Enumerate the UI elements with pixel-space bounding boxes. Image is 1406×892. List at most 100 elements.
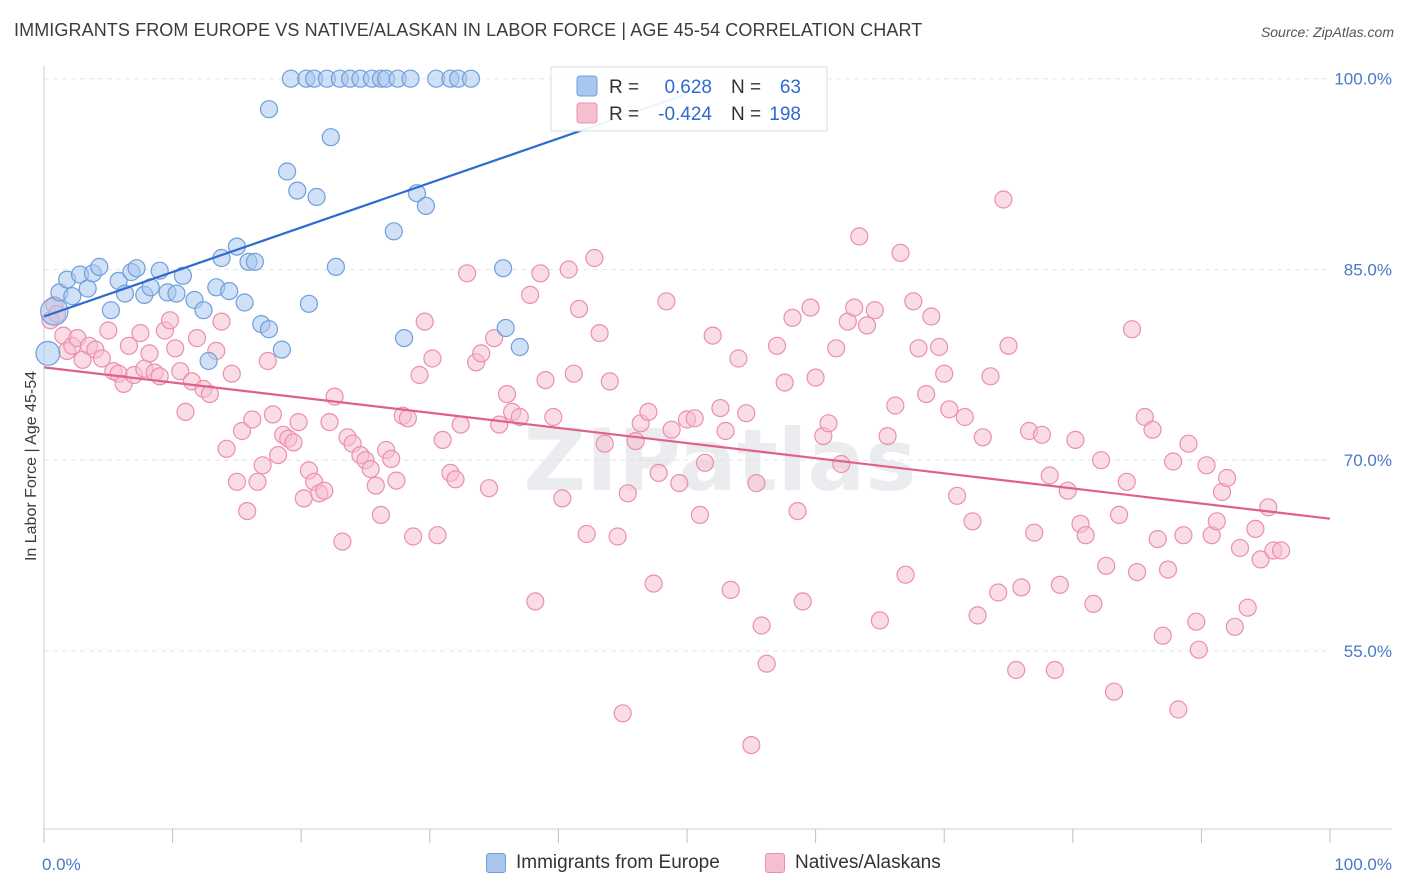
- natives-point-128: [788, 502, 807, 521]
- natives-point-193: [1197, 456, 1216, 475]
- legend-swatch-blue: [486, 853, 506, 873]
- natives-point-134: [827, 339, 846, 358]
- natives-point-65: [387, 471, 406, 490]
- legend-n-label-1: N =: [731, 104, 761, 125]
- chart-title: IMMIGRANTS FROM EUROPE VS NATIVE/ALASKAN…: [14, 20, 923, 40]
- natives-point-197: [1217, 468, 1237, 488]
- natives-point-127: [783, 308, 802, 327]
- natives-point-17: [131, 324, 150, 343]
- legend-item-natives: Natives/Alaskans: [765, 852, 941, 874]
- natives-point-144: [891, 243, 910, 262]
- natives-point-98: [595, 434, 614, 453]
- y-axis-title: In Labor Force | Age 45-54: [23, 371, 40, 561]
- natives-point-77: [458, 264, 477, 283]
- legend-swatch-pink: [576, 102, 598, 124]
- y-tick-label-0: 55.0%: [1344, 642, 1392, 661]
- natives-point-25: [171, 362, 190, 381]
- natives-point-28: [187, 329, 207, 348]
- natives-point-82: [490, 415, 509, 434]
- natives-point-117: [716, 421, 735, 441]
- immigrants-point-9: [101, 301, 121, 320]
- bottom-legend: Immigrants from Europe Natives/Alaskans: [0, 852, 1406, 880]
- immigrants-point-62: [510, 337, 529, 357]
- natives-point-189: [1174, 526, 1193, 545]
- natives-point-199: [1230, 538, 1250, 558]
- natives-point-60: [361, 460, 380, 479]
- natives-point-198: [1225, 617, 1244, 636]
- x-tick-label-1: 100.0%: [1334, 855, 1392, 874]
- legend-swatch-blue: [576, 75, 598, 97]
- natives-point-145: [896, 565, 915, 584]
- legend-n-label-0: N =: [731, 77, 761, 98]
- natives-point-70: [415, 312, 434, 331]
- natives-point-68: [404, 527, 423, 546]
- natives-point-200: [1238, 598, 1257, 617]
- immigrants-point-22: [199, 351, 218, 371]
- legend-r-value-0: 0.628: [664, 77, 712, 98]
- immigrants-point-40: [307, 187, 326, 207]
- natives-point-179: [1117, 472, 1136, 491]
- natives-point-118: [721, 580, 740, 600]
- natives-point-69: [410, 365, 429, 385]
- natives-point-87: [526, 592, 545, 611]
- natives-point-19: [140, 344, 159, 363]
- natives-point-180: [1122, 320, 1142, 339]
- natives-point-62: [371, 505, 390, 525]
- chart-source: Source: ZipAtlas.com: [1260, 24, 1394, 40]
- x-tick-label-0: 0.0%: [42, 855, 81, 874]
- immigrants-point-36: [288, 181, 307, 200]
- immigrants-point-31: [259, 320, 279, 339]
- legend-label-immigrants: Immigrants from Europe: [516, 852, 720, 873]
- natives-point-35: [227, 472, 246, 491]
- immigrants-point-38: [299, 294, 318, 313]
- immigrants-point-35: [281, 69, 300, 88]
- natives-point-184: [1148, 529, 1167, 549]
- natives-point-76: [451, 415, 470, 434]
- natives-point-36: [232, 421, 252, 441]
- natives-point-139: [857, 316, 877, 335]
- natives-point-131: [806, 368, 825, 387]
- natives-point-143: [886, 396, 905, 415]
- natives-point-46: [284, 433, 303, 452]
- natives-point-151: [935, 364, 954, 383]
- natives-point-158: [981, 367, 1000, 386]
- legend-r-label-1: R =: [609, 104, 639, 125]
- immigrants-point-6: [78, 279, 97, 298]
- natives-point-191: [1187, 612, 1206, 631]
- natives-point-93: [564, 364, 583, 383]
- trend-line-natives: [43, 366, 1331, 520]
- natives-point-155: [963, 512, 982, 531]
- natives-point-170: [1058, 481, 1077, 500]
- natives-point-103: [626, 432, 645, 451]
- natives-point-146: [904, 292, 923, 311]
- natives-point-81: [485, 329, 504, 348]
- natives-point-85: [510, 407, 529, 427]
- immigrants-point-43: [326, 257, 345, 276]
- natives-point-166: [1032, 425, 1052, 444]
- legend-label-natives: Natives/Alaskans: [795, 852, 941, 873]
- immigrants-point-61: [496, 318, 515, 338]
- natives-point-150: [929, 337, 949, 357]
- natives-point-156: [968, 606, 987, 625]
- natives-point-142: [878, 427, 897, 446]
- natives-point-114: [695, 453, 715, 472]
- natives-point-124: [757, 654, 776, 673]
- natives-point-195: [1207, 512, 1226, 531]
- correlation-legend: R = 0.628 N = 63 R = -0.424 N = 198: [550, 66, 828, 132]
- natives-point-92: [559, 260, 578, 279]
- natives-point-121: [742, 735, 761, 755]
- natives-point-91: [553, 489, 572, 508]
- natives-point-160: [994, 190, 1013, 209]
- natives-point-73: [433, 430, 452, 449]
- immigrants-point-29: [245, 252, 264, 271]
- natives-point-119: [729, 349, 748, 368]
- natives-point-138: [850, 227, 869, 246]
- immigrants-point-8: [90, 257, 109, 276]
- natives-point-23: [160, 311, 180, 330]
- immigrants-point-0: [35, 340, 61, 366]
- natives-point-71: [423, 349, 442, 368]
- natives-point-152: [940, 400, 959, 419]
- immigrants-point-13: [127, 259, 146, 278]
- natives-point-140: [865, 301, 884, 320]
- natives-point-55: [333, 532, 352, 551]
